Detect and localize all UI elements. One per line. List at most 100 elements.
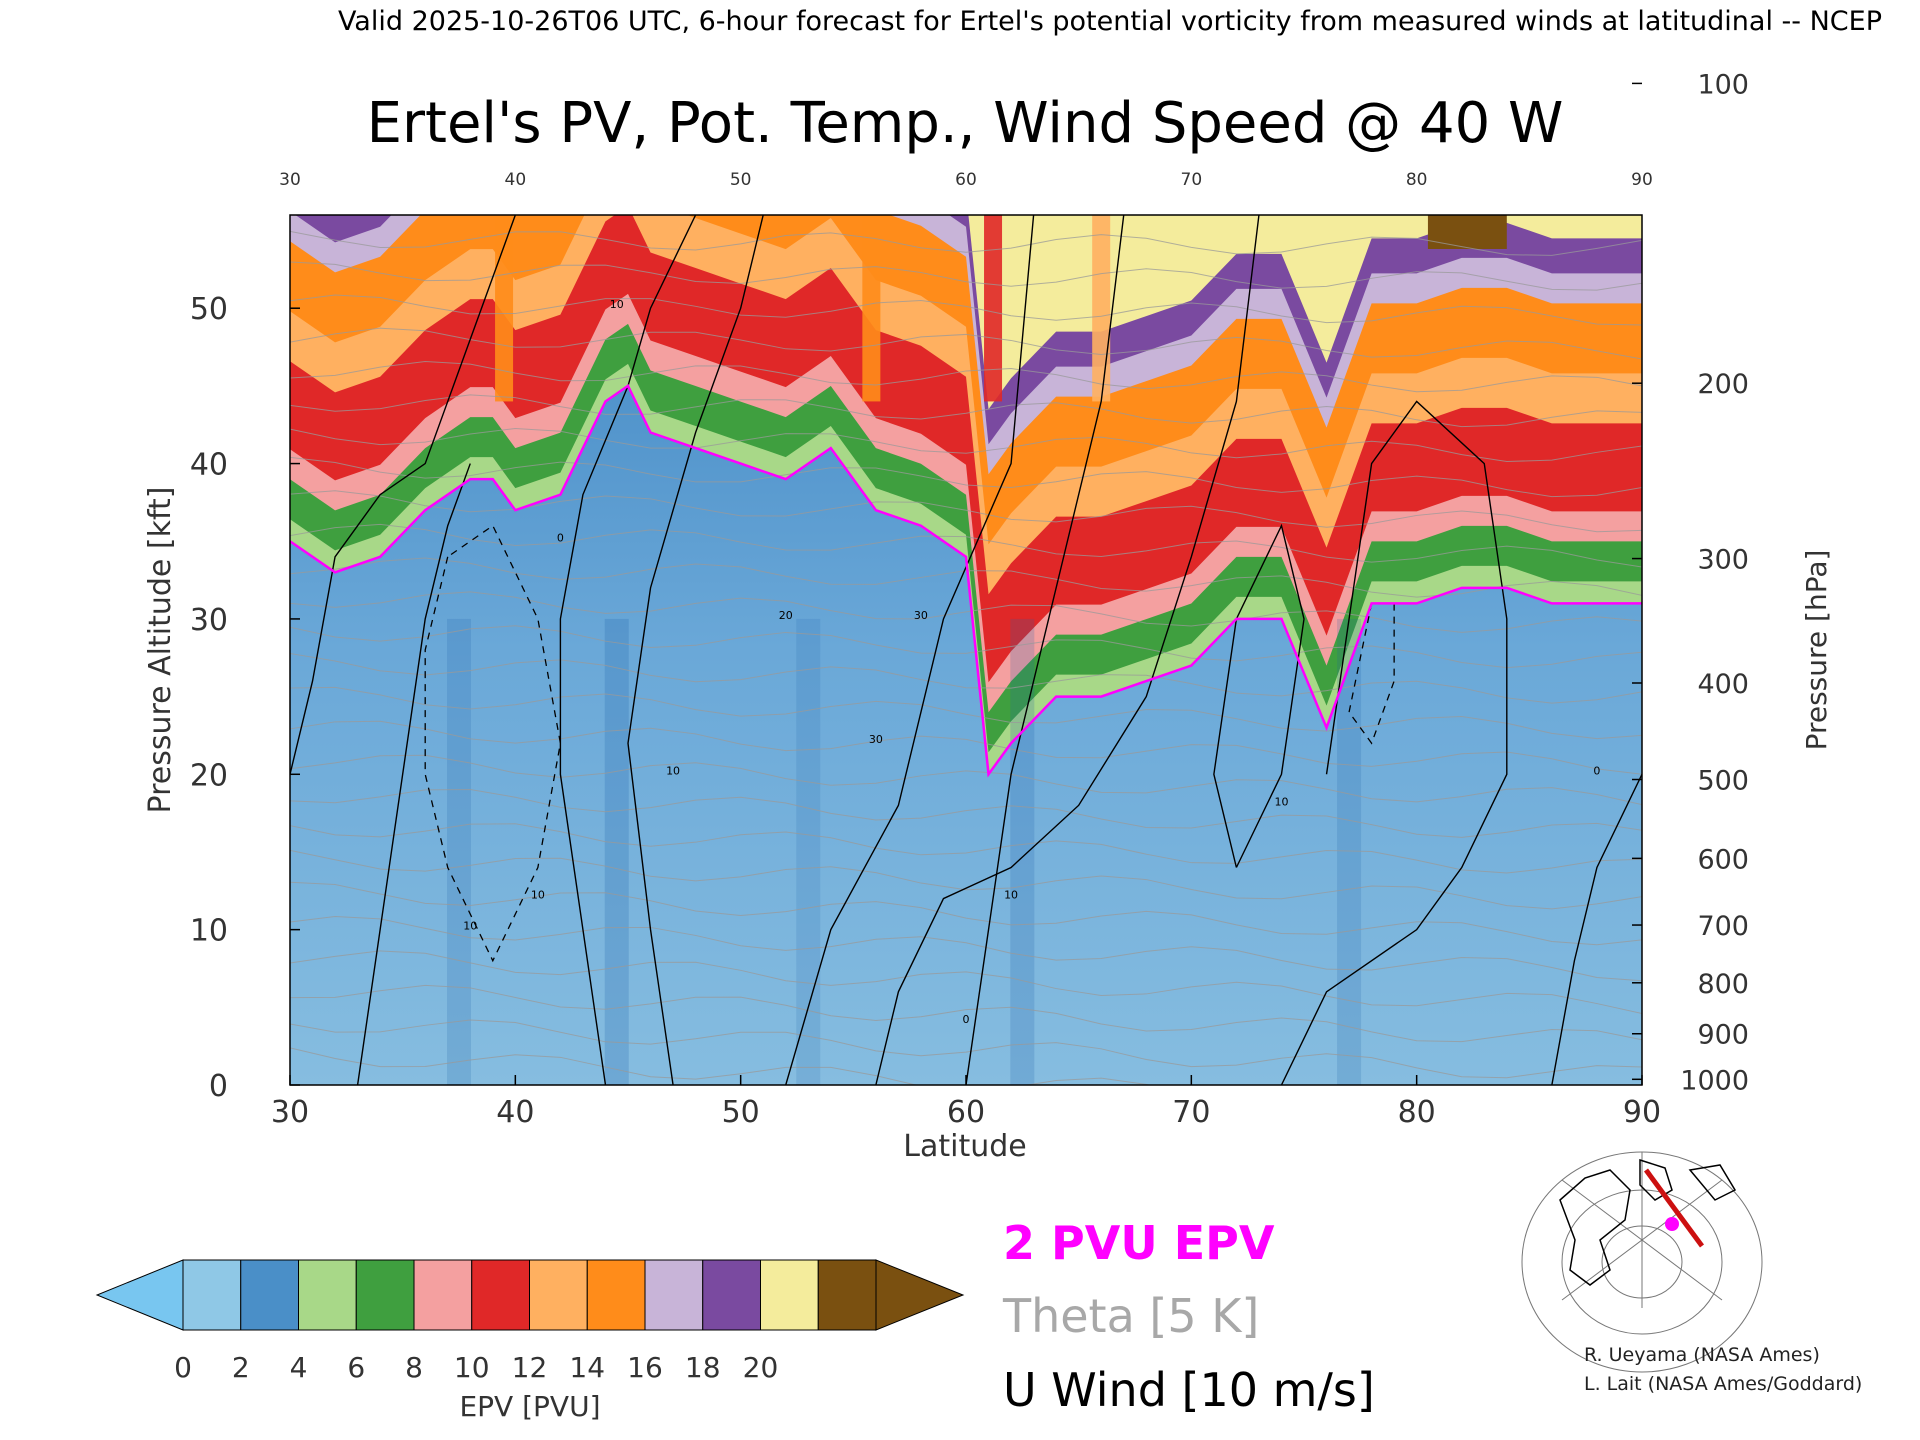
- colorbar-segment: [702, 1259, 761, 1331]
- y-tick-label: 10: [190, 914, 228, 949]
- theta-line-22: [290, 327, 1642, 360]
- theta-line-6: [290, 849, 1642, 910]
- x-top-tick-label: 90: [1631, 170, 1653, 190]
- x-axis-label: Latitude: [903, 1129, 1026, 1164]
- y-axis-left: 0 10 20 30 40 50: [190, 292, 300, 1104]
- p-tick-label: 500: [1697, 766, 1749, 797]
- wind-line-1: [356, 463, 471, 1085]
- colorbar-tick-label: 0: [174, 1351, 192, 1384]
- valid-line: Valid 2025-10-26T06 UTC, 6-hour forecast…: [338, 6, 1882, 37]
- location-map: [1521, 1151, 1763, 1373]
- colorbar-segment: [240, 1259, 299, 1331]
- p-tick-label: 200: [1697, 369, 1749, 400]
- wind-line-9: [1551, 773, 1642, 1085]
- pv-streak-1: [862, 215, 881, 402]
- theta-line-19: [290, 427, 1642, 463]
- x-tick-label: 50: [722, 1095, 760, 1130]
- x-tick-label: 40: [496, 1095, 534, 1130]
- theta-line-4: [290, 916, 1642, 982]
- y-axis-label: Pressure Altitude [kft]: [143, 487, 178, 814]
- wind-contour-label: 10: [610, 298, 624, 311]
- theta-line-1: [290, 1019, 1642, 1079]
- theta-line-9: [290, 754, 1642, 806]
- tropopause-2pvu-line: [290, 384, 1642, 778]
- trop-streak-4: [1337, 618, 1362, 1085]
- pv-streak-3: [1092, 215, 1111, 402]
- wind-contour-label: 0: [1593, 764, 1600, 777]
- x-top-tick-label: 80: [1406, 170, 1428, 190]
- p-tick-label: 900: [1697, 1020, 1749, 1051]
- wind-contour-label: 10: [1004, 889, 1018, 902]
- colorbar-segment: [529, 1259, 588, 1331]
- colorbar-segment: [182, 1259, 242, 1331]
- wind-contour-label: 10: [1274, 795, 1288, 808]
- y-axis-right: 100 200 300 400 500 600 700 800 900 1000: [1632, 69, 1749, 1096]
- y-tick-label: 30: [190, 603, 228, 638]
- theta-line-25: [290, 230, 1642, 256]
- trop-streak-0: [447, 618, 471, 1085]
- pv-band-top-brown: [1427, 215, 1507, 249]
- pv-streak-0: [495, 215, 514, 402]
- wind-line-4: [785, 215, 1035, 1085]
- wind-line-5: [875, 215, 1260, 1085]
- colorbar-tick-label: 20: [743, 1351, 779, 1384]
- colorbar-under-arrow: [95, 1259, 184, 1331]
- wind-line-0: [290, 215, 516, 775]
- theta-line-14: [290, 591, 1642, 633]
- theta-contours: [290, 230, 1642, 1085]
- colorbar-label: EPV [PVU]: [459, 1390, 600, 1423]
- colorbar-over-arrow: [875, 1259, 965, 1331]
- wind-line-dashed-0: [424, 524, 562, 963]
- wind-contour-label: 0: [557, 531, 564, 544]
- colorbar-segment: [644, 1259, 704, 1331]
- wind-contours: 10 10 10 10 20 30 30 0 0 10 10 0: [290, 215, 1642, 1085]
- trop-streak-1: [604, 618, 629, 1085]
- wind-contour-label: 30: [869, 733, 883, 746]
- credit-line-2: L. Lait (NASA Ames/Goddard): [1584, 1373, 1862, 1395]
- trop-streak-2: [796, 618, 821, 1085]
- colorbar-tick-label: 4: [290, 1351, 308, 1384]
- colorbar: 0 2 4 6 8 10 12 14 16 18 20: [95, 1259, 965, 1384]
- x-tick-label: 80: [1398, 1095, 1436, 1130]
- colorbar-segment: [471, 1259, 530, 1331]
- x-axis-bottom: 30 40 50 60 70 80 90: [271, 1075, 1661, 1130]
- x-top-tick-label: 60: [955, 170, 977, 190]
- theta-line-21: [290, 360, 1642, 393]
- theta-line-18: [290, 456, 1642, 498]
- theta-line-13: [290, 625, 1642, 669]
- theta-line-15: [290, 557, 1642, 598]
- x-top-tick-label: 70: [1181, 170, 1203, 190]
- theta-line-23: [290, 294, 1642, 326]
- y-tick-label: 40: [190, 448, 228, 483]
- colorbar-tick-label: 2: [232, 1351, 250, 1384]
- p-tick-label: 300: [1697, 545, 1749, 576]
- theta-line-3: [290, 950, 1642, 1015]
- theta-line-10: [290, 720, 1642, 775]
- theta-line-20: [290, 394, 1642, 428]
- x-tick-label: 60: [947, 1095, 985, 1130]
- theta-line-11: [290, 686, 1642, 740]
- wind-contour-label: 10: [463, 920, 477, 933]
- colorbar-tick-label: 18: [685, 1351, 721, 1384]
- wind-contour-label: 10: [666, 764, 680, 777]
- colorbar-segment: [586, 1259, 646, 1331]
- wind-line-3: [627, 215, 764, 1085]
- pv-vertical-streaks: [447, 215, 1362, 1085]
- wind-line-7: [1280, 400, 1508, 1085]
- x-tick-label: 70: [1172, 1095, 1210, 1130]
- legend-theta: Theta [5 K]: [1002, 1289, 1259, 1343]
- colorbar-segment: [355, 1259, 415, 1331]
- x-tick-label: 30: [271, 1095, 309, 1130]
- theta-line-16: [290, 523, 1642, 568]
- colorbar-segment: [298, 1259, 357, 1331]
- wind-line-2: [559, 215, 697, 1085]
- wind-line-6: [965, 215, 1125, 1085]
- theta-line-2: [290, 984, 1642, 1043]
- colorbar-segment: [413, 1259, 473, 1331]
- theta-line-8: [290, 788, 1642, 838]
- legend-wind: U Wind [10 m/s]: [1003, 1363, 1375, 1417]
- colorbar-tick-label: 10: [454, 1351, 490, 1384]
- legend-pv: 2 PVU EPV: [1003, 1216, 1275, 1270]
- p-tick-label: 1000: [1680, 1065, 1749, 1096]
